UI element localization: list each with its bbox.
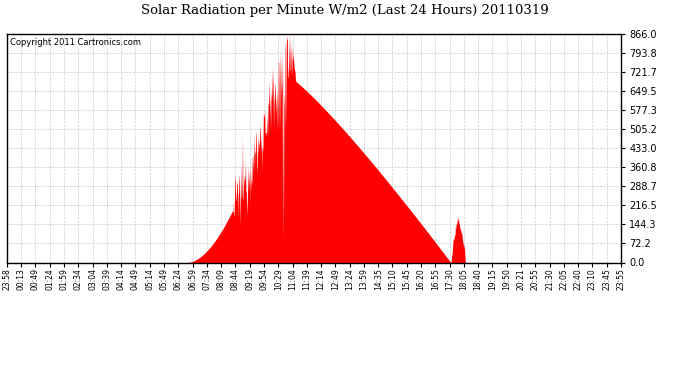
- Text: Solar Radiation per Minute W/m2 (Last 24 Hours) 20110319: Solar Radiation per Minute W/m2 (Last 24…: [141, 4, 549, 17]
- Text: Copyright 2011 Cartronics.com: Copyright 2011 Cartronics.com: [10, 38, 141, 47]
